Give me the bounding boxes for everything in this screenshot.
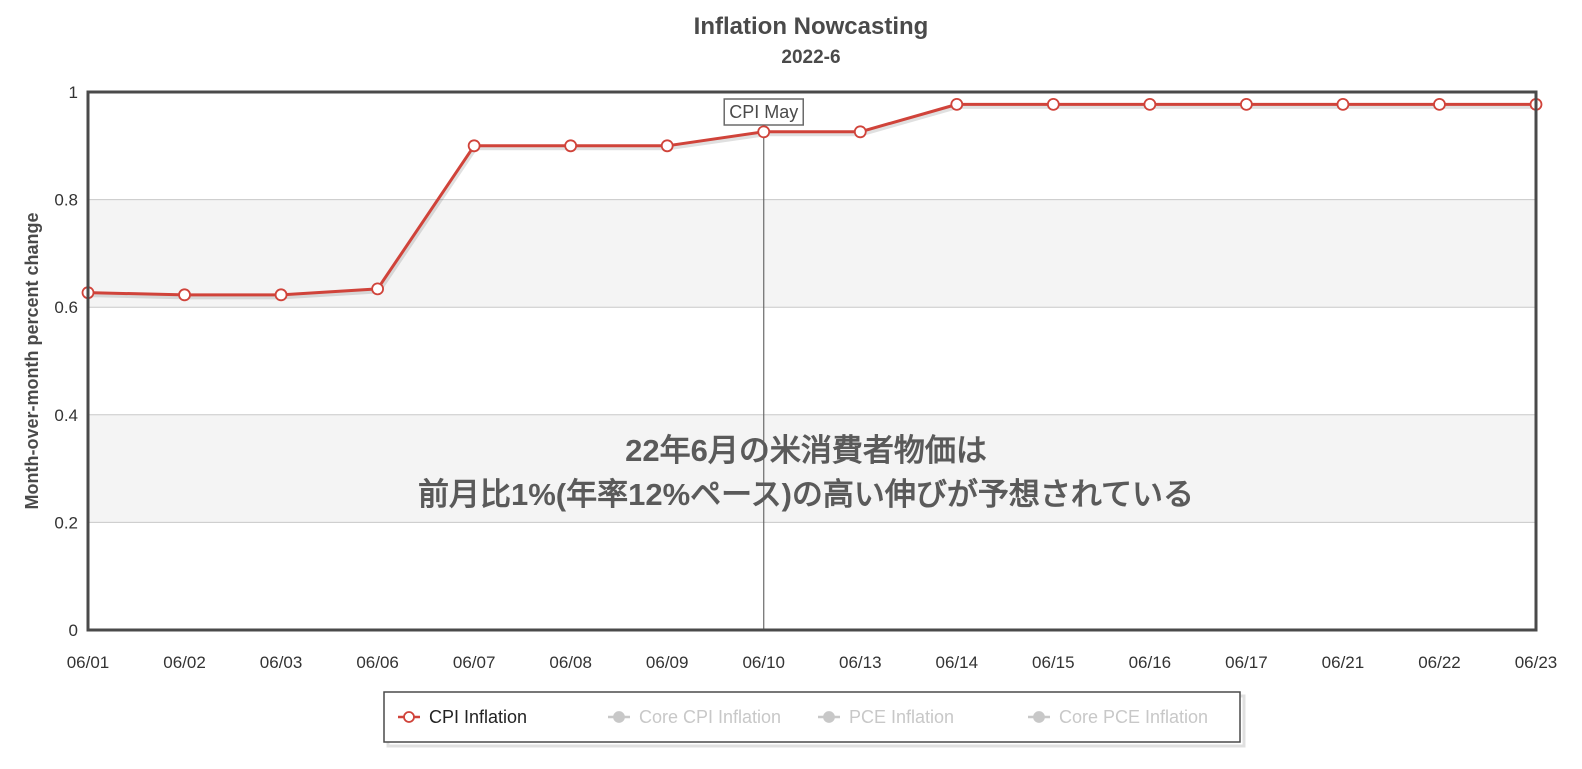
legend-item[interactable]: Core PCE Inflation	[1028, 707, 1208, 727]
marker-label-box	[723, 98, 804, 126]
legend-label: Core CPI Inflation	[639, 707, 781, 727]
y-tick-label: 0.2	[54, 513, 78, 532]
legend-label: Core PCE Inflation	[1059, 707, 1208, 727]
annotation-text: 22年6月の米消費者物価は前月比1%(年率12%ペース)の高い伸びが予想されてい…	[418, 433, 1194, 512]
x-tick-label: 06/07	[453, 653, 496, 672]
series-line-shadow	[88, 103, 1537, 300]
y-tick-label: 0	[69, 621, 78, 640]
y-tick-label: 1	[69, 83, 78, 102]
legend-label: CPI Inflation	[429, 707, 527, 727]
data-point	[274, 288, 288, 302]
data-point	[1433, 97, 1446, 111]
x-tick-label: 06/02	[163, 653, 206, 672]
data-point	[178, 288, 191, 302]
x-tick-label: 06/21	[1322, 653, 1365, 672]
plot-bands	[88, 199, 1536, 523]
data-point	[467, 139, 481, 153]
legend-label: PCE Inflation	[849, 707, 954, 727]
x-tick-label: 06/03	[260, 653, 303, 672]
data-point	[1336, 97, 1350, 111]
grid-lines	[88, 91, 1536, 631]
x-tick-label: 06/06	[356, 653, 399, 672]
legend-box	[383, 691, 1241, 743]
x-tick-label: 06/22	[1418, 653, 1461, 672]
x-tick-label: 06/13	[839, 653, 882, 672]
series-line	[87, 102, 1536, 297]
y-tick-label: 0.8	[54, 191, 78, 210]
plot-band	[88, 414, 1536, 523]
legend-marker-icon	[1033, 711, 1045, 723]
x-tick-label: 06/17	[1225, 653, 1268, 672]
data-point	[1143, 97, 1157, 111]
x-tick-label: 06/10	[742, 653, 785, 672]
series-group	[81, 97, 1543, 302]
data-point	[564, 139, 578, 153]
x-tick-label: 06/15	[1032, 653, 1075, 672]
x-tick-label: 06/01	[67, 653, 110, 672]
x-axis-ticks: 06/01 06/02 06/03 06/06 06/07 06/08 06/09 06/10…	[67, 653, 1558, 672]
y-tick-label: 0.4	[54, 406, 78, 425]
legend-marker-icon	[613, 711, 625, 723]
x-tick-label: 06/16	[1129, 653, 1172, 672]
marker-label: CPI May	[729, 102, 798, 122]
data-point	[1046, 97, 1060, 111]
x-tick-label: 06/08	[549, 653, 592, 672]
legend-marker-icon	[403, 711, 415, 723]
chart-title: Inflation Nowcasting	[694, 13, 929, 40]
chart-subtitle: 2022-6	[781, 47, 840, 68]
plot-border	[86, 90, 1538, 632]
legend-item[interactable]: PCE Inflation	[818, 707, 954, 727]
data-point	[1240, 97, 1253, 111]
y-axis-label: Month-over-month percent change	[22, 212, 42, 509]
vertical-marker: CPI May	[723, 98, 804, 630]
data-point	[660, 139, 674, 153]
legend-item[interactable]: Core CPI Inflation	[608, 707, 781, 727]
legend: CPI Inflation Core CPI Inflation PCE Infla…	[383, 691, 1246, 748]
annotation-line: 前月比1%(年率12%ペース)の高い伸びが予想されている	[418, 477, 1194, 512]
x-tick-label: 06/14	[936, 653, 979, 672]
x-tick-label: 06/09	[646, 653, 689, 672]
legend-item[interactable]: CPI Inflation	[398, 707, 527, 727]
y-axis-ticks: 0 0.2 0.4 0.6 0.8 1	[54, 83, 78, 640]
x-tick-label: 06/23	[1515, 653, 1558, 672]
data-point	[950, 97, 964, 111]
data-point	[853, 125, 867, 139]
plot-band	[88, 199, 1536, 308]
y-tick-label: 0.6	[54, 298, 78, 317]
data-point	[757, 125, 771, 139]
legend-marker-icon	[823, 711, 835, 723]
data-point	[371, 282, 385, 296]
annotation-line: 22年6月の米消費者物価は	[625, 433, 987, 468]
